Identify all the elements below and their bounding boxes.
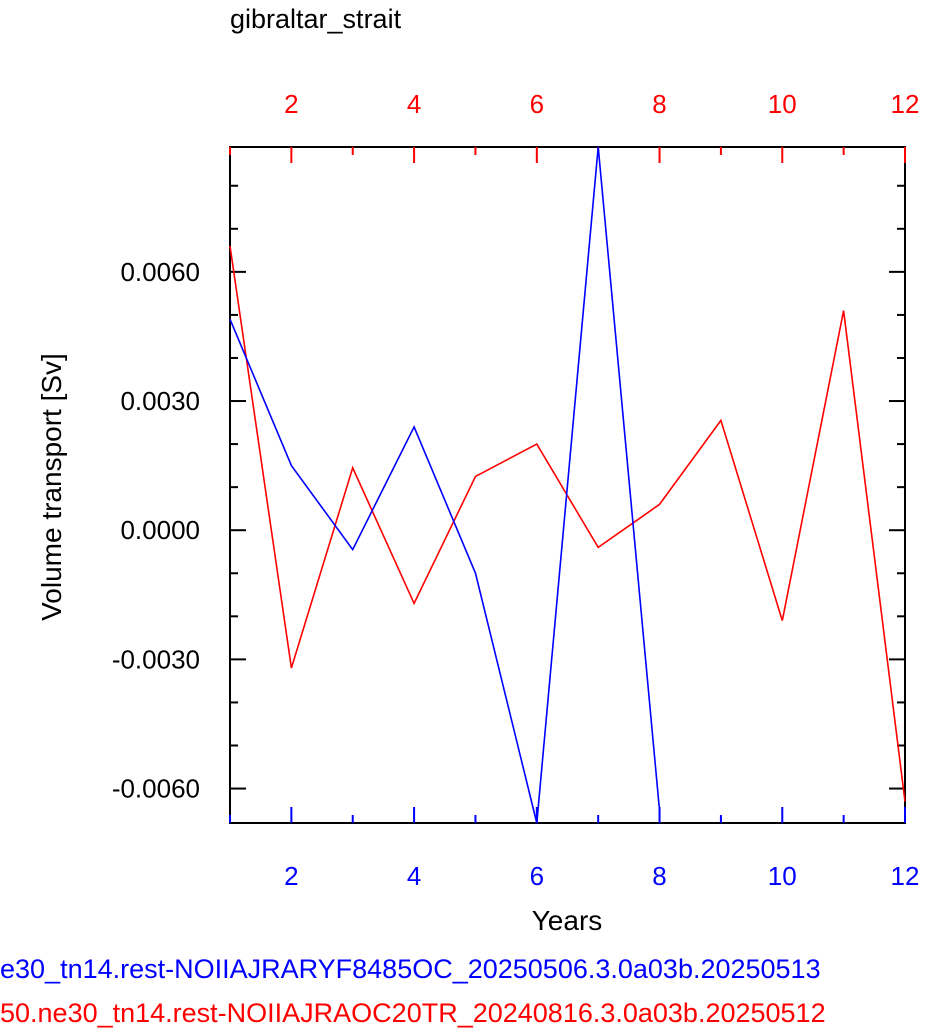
x-bottom-tick-label: 4 bbox=[407, 861, 421, 891]
x-bottom-tick-label: 2 bbox=[284, 861, 298, 891]
x-top-tick-label: 8 bbox=[652, 89, 666, 119]
x-bottom-tick-label: 8 bbox=[652, 861, 666, 891]
x-top-tick-label: 6 bbox=[530, 89, 544, 119]
series-line-blue bbox=[229, 146, 661, 824]
y-tick-label: -0.0030 bbox=[112, 644, 200, 674]
y-tick-label: 0.0000 bbox=[120, 515, 200, 545]
x-bottom-tick-label: 10 bbox=[768, 861, 797, 891]
x-top-tick-label: 12 bbox=[891, 89, 920, 119]
x-bottom-tick-label: 12 bbox=[891, 861, 920, 891]
y-tick-label: -0.0060 bbox=[112, 774, 200, 804]
legend-entry-red: 50.ne30_tn14.rest-NOIIAJRAOC20TR_2024081… bbox=[0, 998, 944, 1029]
legend-label-blue: e30_tn14.rest-NOIIAJRARYF8485OC_20250506… bbox=[0, 954, 821, 984]
legend-entry-blue: e30_tn14.rest-NOIIAJRARYF8485OC_20250506… bbox=[0, 954, 944, 985]
y-axis-title: Volume transport [Sv] bbox=[36, 353, 67, 621]
x-axis-title: Years bbox=[532, 905, 603, 936]
legend-label-red: 50.ne30_tn14.rest-NOIIAJRAOC20TR_2024081… bbox=[0, 998, 826, 1028]
series-line-red bbox=[229, 245, 906, 802]
chart-title: gibraltar_strait bbox=[230, 4, 402, 34]
plot-area: 2 4 6 8 10 12 2 4 6 8 10 12 -0.0060 -0.0030 0.0000 0.00… bbox=[112, 89, 920, 891]
y-tick-label: 0.0060 bbox=[120, 257, 200, 287]
x-bottom-tick-label: 6 bbox=[530, 861, 544, 891]
x-top-tick-label: 4 bbox=[407, 89, 421, 119]
plot-frame bbox=[229, 146, 906, 824]
y-tick-label: 0.0030 bbox=[120, 386, 200, 416]
x-top-tick-label: 10 bbox=[768, 89, 797, 119]
x-top-tick-label: 2 bbox=[284, 89, 298, 119]
